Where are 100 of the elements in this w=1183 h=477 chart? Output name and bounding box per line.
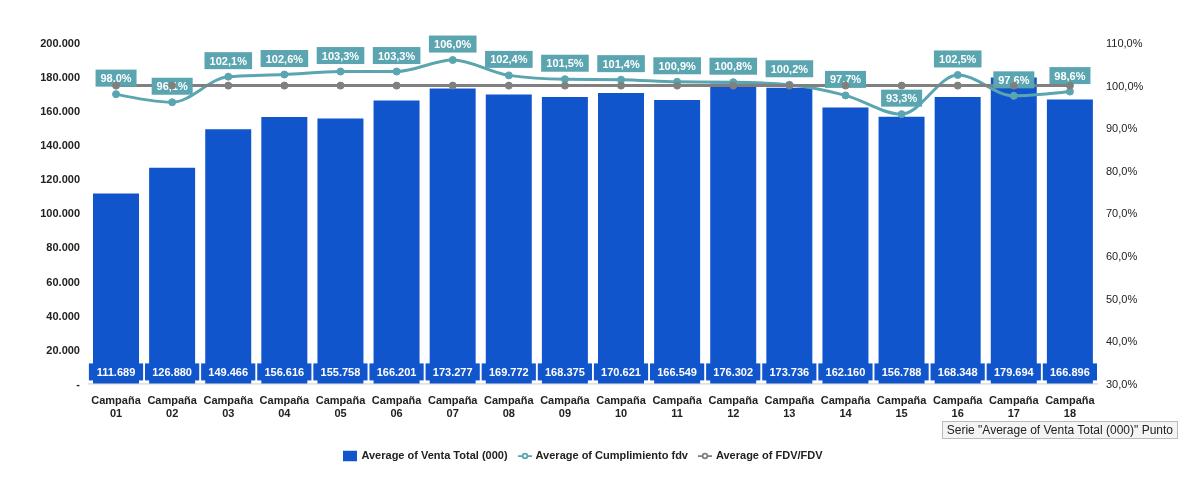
x-tick-label: Campaña 04 bbox=[259, 393, 311, 419]
x-tick-label: Campaña 08 bbox=[484, 393, 535, 419]
y2-tick-label: 40,0% bbox=[1106, 335, 1138, 348]
x-tick-label: Campaña 07 bbox=[427, 393, 479, 419]
point bbox=[280, 81, 289, 90]
x-tick-label: Campaña 10 bbox=[596, 393, 647, 419]
point bbox=[617, 75, 626, 84]
y-tick-label: - bbox=[76, 377, 81, 390]
data-label: 126.880 bbox=[152, 365, 192, 378]
y2-tick-label: 90,0% bbox=[1106, 122, 1138, 135]
data-label: 93,3% bbox=[886, 92, 918, 105]
data-label: 149.466 bbox=[208, 365, 249, 378]
legend-label: Average of FDV/FDV bbox=[715, 448, 823, 461]
data-label: 169.772 bbox=[488, 365, 529, 378]
x-tick-label: Campaña 02 bbox=[147, 393, 198, 419]
point bbox=[336, 81, 345, 90]
data-label: 170.621 bbox=[601, 365, 641, 378]
point bbox=[504, 81, 513, 90]
data-label: 166.549 bbox=[657, 365, 697, 378]
x-tick-label: Campaña 11 bbox=[652, 393, 703, 419]
point bbox=[953, 81, 962, 90]
y-tick-label: 160.000 bbox=[40, 105, 80, 118]
point bbox=[336, 67, 345, 76]
point bbox=[392, 81, 401, 90]
point bbox=[1009, 91, 1018, 100]
point bbox=[224, 81, 233, 90]
data-label: 103,3% bbox=[321, 49, 360, 62]
data-label: 102,5% bbox=[939, 52, 977, 65]
point bbox=[897, 110, 906, 119]
y-tick-label: 20.000 bbox=[46, 343, 80, 356]
point bbox=[448, 56, 457, 65]
data-label: 162.160 bbox=[825, 365, 866, 378]
point bbox=[392, 67, 401, 76]
data-label: 101,5% bbox=[546, 57, 584, 70]
y2-tick-label: 70,0% bbox=[1106, 207, 1138, 220]
y2-tick-label: 50,0% bbox=[1106, 292, 1138, 305]
y2-tick-label: 30,0% bbox=[1106, 377, 1138, 390]
y2-tick-label: 80,0% bbox=[1106, 164, 1138, 177]
y-tick-label: 60.000 bbox=[46, 275, 80, 288]
x-tick-label: Campaña 12 bbox=[708, 393, 759, 419]
data-label: 173.736 bbox=[769, 365, 810, 378]
data-label: 176.302 bbox=[713, 365, 754, 378]
data-label: 98,6% bbox=[1054, 69, 1086, 82]
y-tick-label: 100.000 bbox=[40, 207, 80, 220]
x-tick-label: Campaña 01 bbox=[91, 393, 142, 419]
x-tick-label: Campaña 06 bbox=[371, 393, 423, 419]
legend-label: Average of Venta Total (000) bbox=[361, 448, 508, 461]
x-tick-label: Campaña 18 bbox=[1045, 393, 1096, 419]
y-tick-label: 80.000 bbox=[46, 241, 80, 254]
y-tick-label: 140.000 bbox=[40, 139, 80, 152]
data-label: 98,0% bbox=[100, 72, 132, 85]
point bbox=[617, 81, 626, 90]
data-label: 106,0% bbox=[434, 38, 472, 51]
point bbox=[953, 70, 962, 79]
x-tick-label: Campaña 15 bbox=[876, 393, 928, 419]
point bbox=[560, 81, 569, 90]
data-label: 102,4% bbox=[490, 53, 528, 66]
data-label: 103,3% bbox=[377, 49, 416, 62]
data-label: 100,8% bbox=[714, 60, 753, 73]
point bbox=[673, 81, 682, 90]
data-label: 102,6% bbox=[265, 52, 304, 65]
data-label: 100,9% bbox=[658, 59, 697, 72]
point bbox=[448, 81, 457, 90]
x-tick-label: Campaña 17 bbox=[989, 393, 1040, 419]
data-label: 102,1% bbox=[209, 54, 248, 67]
data-label: 168.348 bbox=[937, 365, 978, 378]
data-label: 100,2% bbox=[770, 62, 809, 75]
y-tick-label: 200.000 bbox=[40, 36, 80, 49]
data-label: 156.788 bbox=[881, 365, 922, 378]
point bbox=[560, 75, 569, 84]
point bbox=[841, 91, 850, 100]
data-label: 166.896 bbox=[1050, 365, 1090, 378]
x-tick-label: Campaña 09 bbox=[540, 393, 591, 419]
y-tick-label: 40.000 bbox=[46, 309, 80, 322]
y-tick-label: 180.000 bbox=[40, 71, 80, 83]
y2-tick-label: 100,0% bbox=[1106, 79, 1144, 92]
x-tick-label: Campaña 13 bbox=[764, 393, 816, 419]
data-label: 168.375 bbox=[545, 365, 585, 378]
data-label: 166.201 bbox=[376, 365, 417, 378]
legend-label: Average of Cumplimiento fdv bbox=[535, 448, 688, 461]
point bbox=[280, 70, 289, 79]
text: Serie "Average of Venta Total (000)" Punto bbox=[941, 421, 1178, 439]
x-tick-label: Campaña 03 bbox=[203, 393, 254, 419]
data-label: 173.277 bbox=[432, 365, 473, 378]
data-label: 155.758 bbox=[320, 365, 361, 378]
point bbox=[168, 98, 177, 107]
point bbox=[224, 72, 233, 81]
data-label: 156.616 bbox=[264, 365, 305, 378]
x-tick-label: Campaña 16 bbox=[932, 393, 984, 419]
data-label: 111.689 bbox=[96, 365, 136, 378]
point bbox=[504, 71, 513, 80]
y-tick-label: 120.000 bbox=[40, 173, 80, 186]
data-label: 179.694 bbox=[993, 365, 1035, 378]
y2-tick-label: 110,0% bbox=[1106, 36, 1143, 49]
data-label: 101,4% bbox=[602, 57, 640, 70]
point bbox=[897, 81, 906, 90]
x-tick-label: Campaña 14 bbox=[820, 393, 872, 419]
point bbox=[112, 90, 121, 99]
y2-tick-label: 60,0% bbox=[1106, 249, 1138, 262]
x-tick-label: Campaña 05 bbox=[315, 393, 367, 419]
